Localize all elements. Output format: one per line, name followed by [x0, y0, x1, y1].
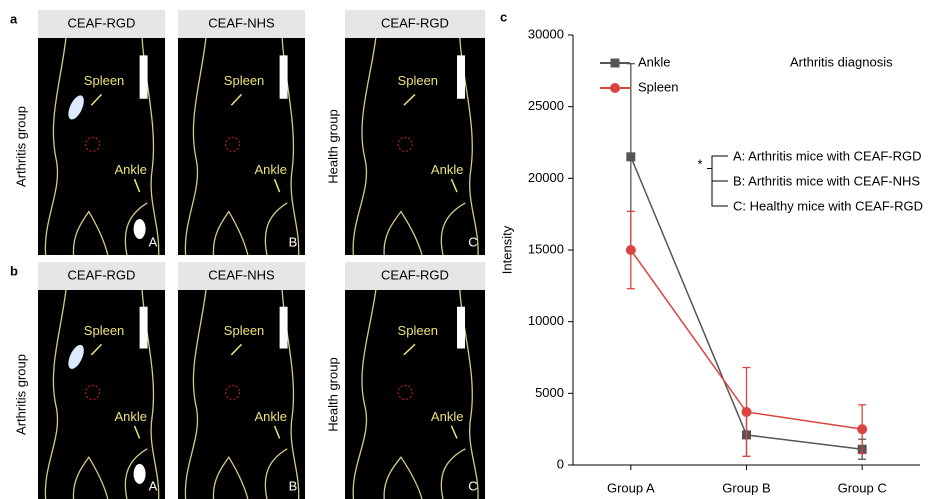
image-title: CEAF-NHS [208, 267, 275, 282]
scale-bar [139, 55, 148, 99]
image-header [38, 262, 165, 290]
image-title: CEAF-NHS [208, 15, 275, 30]
spleen-label: Spleen [398, 323, 438, 338]
scale-bar [457, 306, 465, 349]
legend-marker [610, 83, 620, 93]
ankle-label: Ankle [431, 162, 464, 177]
group-label: Arthritis group [13, 106, 28, 187]
ankle-arrow [133, 425, 141, 439]
ankle-arrow [273, 178, 281, 193]
image-letter: C [468, 234, 477, 249]
group-note: B: Arthritis mice with CEAF-NHS [733, 173, 920, 188]
data-point [625, 245, 636, 255]
y-tick-label: 25000 [528, 98, 564, 113]
image-letter: B [289, 478, 298, 493]
y-tick-label: 10000 [528, 313, 564, 328]
significance: * [697, 156, 702, 171]
group-label: Health group [325, 357, 340, 431]
ankle-signal [133, 218, 146, 239]
y-tick-label: 5000 [535, 385, 564, 400]
spleen-arrow [90, 93, 103, 106]
x-tick-label: Group C [838, 480, 887, 495]
group-label: Health group [325, 109, 340, 183]
data-point [857, 424, 868, 435]
y-tick-label: 20000 [528, 170, 564, 185]
ankle-arrow [133, 178, 141, 193]
ankle-label: Ankle [431, 409, 464, 424]
x-tick-label: Group B [722, 480, 770, 495]
image-header [178, 262, 305, 290]
mouse-outline [45, 38, 158, 255]
image-letter: A [149, 478, 158, 493]
y-tick-label: 30000 [528, 26, 564, 41]
spleen-signal [68, 95, 84, 120]
image-title: CEAF-RGD [381, 267, 449, 282]
image-title: CEAF-RGD [381, 15, 449, 30]
mouse-outline [45, 290, 158, 499]
roi-circle [85, 136, 101, 152]
spleen-arrow [230, 93, 243, 106]
scale-bar [139, 306, 148, 349]
roi-circle [85, 384, 101, 400]
image-header [345, 10, 485, 38]
annotation: Arthritis diagnosis [790, 54, 893, 69]
legend-label: Spleen [638, 79, 678, 94]
spleen-label: Spleen [224, 73, 264, 88]
spleen-signal [68, 344, 84, 369]
group-note: A: Arthritis mice with CEAF-RGD [733, 148, 922, 163]
y-tick-label: 0 [557, 456, 564, 471]
scale-bar [279, 306, 288, 349]
ankle-arrow [450, 178, 458, 193]
panel-label: c [500, 9, 507, 24]
scale-bar [457, 55, 465, 99]
roi-circle [225, 384, 241, 400]
image-header [38, 10, 165, 38]
scale-bar [279, 55, 288, 99]
ankle-arrow [450, 425, 458, 439]
image-letter: A [149, 234, 158, 249]
roi-circle [225, 136, 241, 152]
image-title: CEAF-RGD [68, 267, 136, 282]
x-tick-label: Group A [607, 480, 655, 495]
spleen-arrow [230, 343, 243, 356]
data-point [626, 152, 636, 162]
legend-marker [610, 58, 620, 68]
ankle-label: Ankle [254, 409, 287, 424]
data-point [741, 406, 752, 417]
mouse-outline [353, 38, 478, 255]
spleen-label: Spleen [84, 323, 124, 338]
spleen-arrow [403, 93, 416, 106]
spleen-arrow [403, 343, 416, 356]
image-header [178, 10, 305, 38]
y-axis-label: Intensity [499, 225, 514, 274]
group-note: C: Healthy mice with CEAF-RGD [733, 198, 923, 213]
mouse-outline [353, 290, 478, 499]
bracket [707, 155, 728, 207]
ankle-arrow [273, 425, 281, 439]
image-title: CEAF-RGD [68, 15, 136, 30]
image-header [345, 262, 485, 290]
image-letter: B [289, 234, 298, 249]
image-letter: C [468, 478, 477, 493]
mouse-outline [185, 38, 298, 255]
group-label: Arthritis group [13, 354, 28, 435]
mouse-outline [185, 290, 298, 499]
ankle-signal [133, 463, 146, 484]
ankle-label: Ankle [254, 162, 287, 177]
panel-label: b [10, 263, 18, 278]
spleen-arrow [90, 343, 103, 356]
ankle-label: Ankle [114, 162, 147, 177]
spleen-label: Spleen [224, 323, 264, 338]
y-tick-label: 15000 [528, 241, 564, 256]
ankle-label: Ankle [114, 409, 147, 424]
roi-circle [397, 384, 413, 400]
roi-circle [397, 136, 413, 152]
spleen-label: Spleen [84, 73, 124, 88]
panel-label: a [10, 11, 18, 26]
spleen-label: Spleen [398, 73, 438, 88]
legend-label: Ankle [638, 54, 671, 69]
